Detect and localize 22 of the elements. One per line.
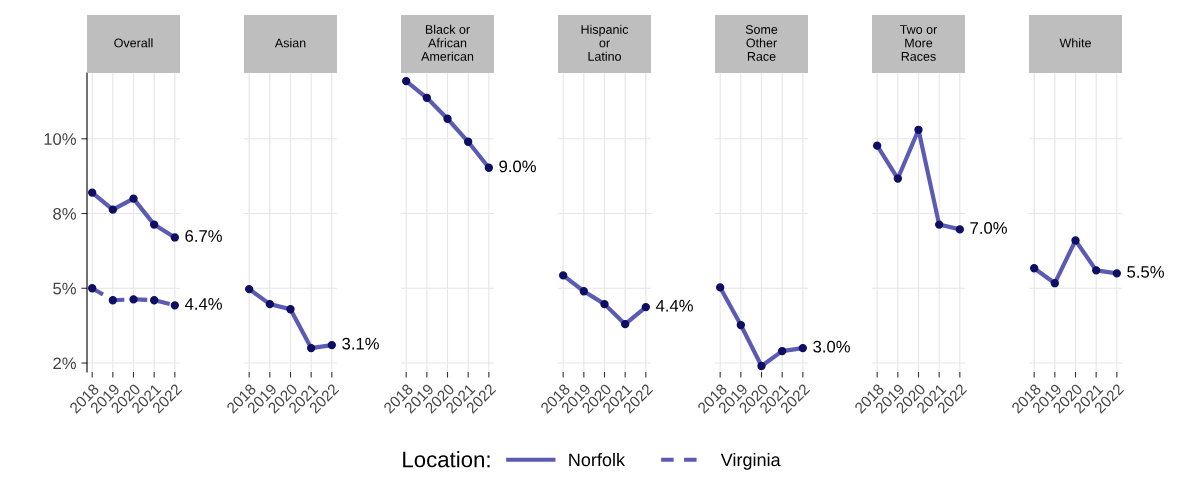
chart-title: Some Other Race (745, 25, 778, 61)
legend-label: Virginia (720, 452, 781, 470)
data-label: 3.0% (813, 340, 850, 353)
chart-title: Black or African American (421, 24, 474, 61)
data-label: 7.0% (970, 222, 1007, 234)
chart-title: White (1059, 38, 1091, 48)
legend-title: Location: (403, 451, 490, 468)
y-tick-label: 8% (53, 207, 76, 220)
data-label: 6.7% (185, 230, 222, 242)
chart-title: Overall (114, 38, 153, 48)
data-label: 3.1% (342, 337, 379, 350)
y-tick-label: 10% (44, 133, 76, 145)
legend-label: Norfolk (569, 452, 626, 467)
data-label: 4.4% (655, 299, 693, 312)
data-label: 5.5% (1127, 266, 1164, 278)
chart-title: Hispanic or Latino (581, 24, 629, 61)
data-label: 4.4% (184, 298, 222, 310)
chart-title: Asian (274, 38, 306, 48)
y-tick-label: 2% (53, 357, 76, 370)
chart-title: Two or More Races (900, 25, 938, 61)
y-tick-label: 5% (53, 282, 76, 295)
data-label: 9.0% (499, 160, 536, 173)
